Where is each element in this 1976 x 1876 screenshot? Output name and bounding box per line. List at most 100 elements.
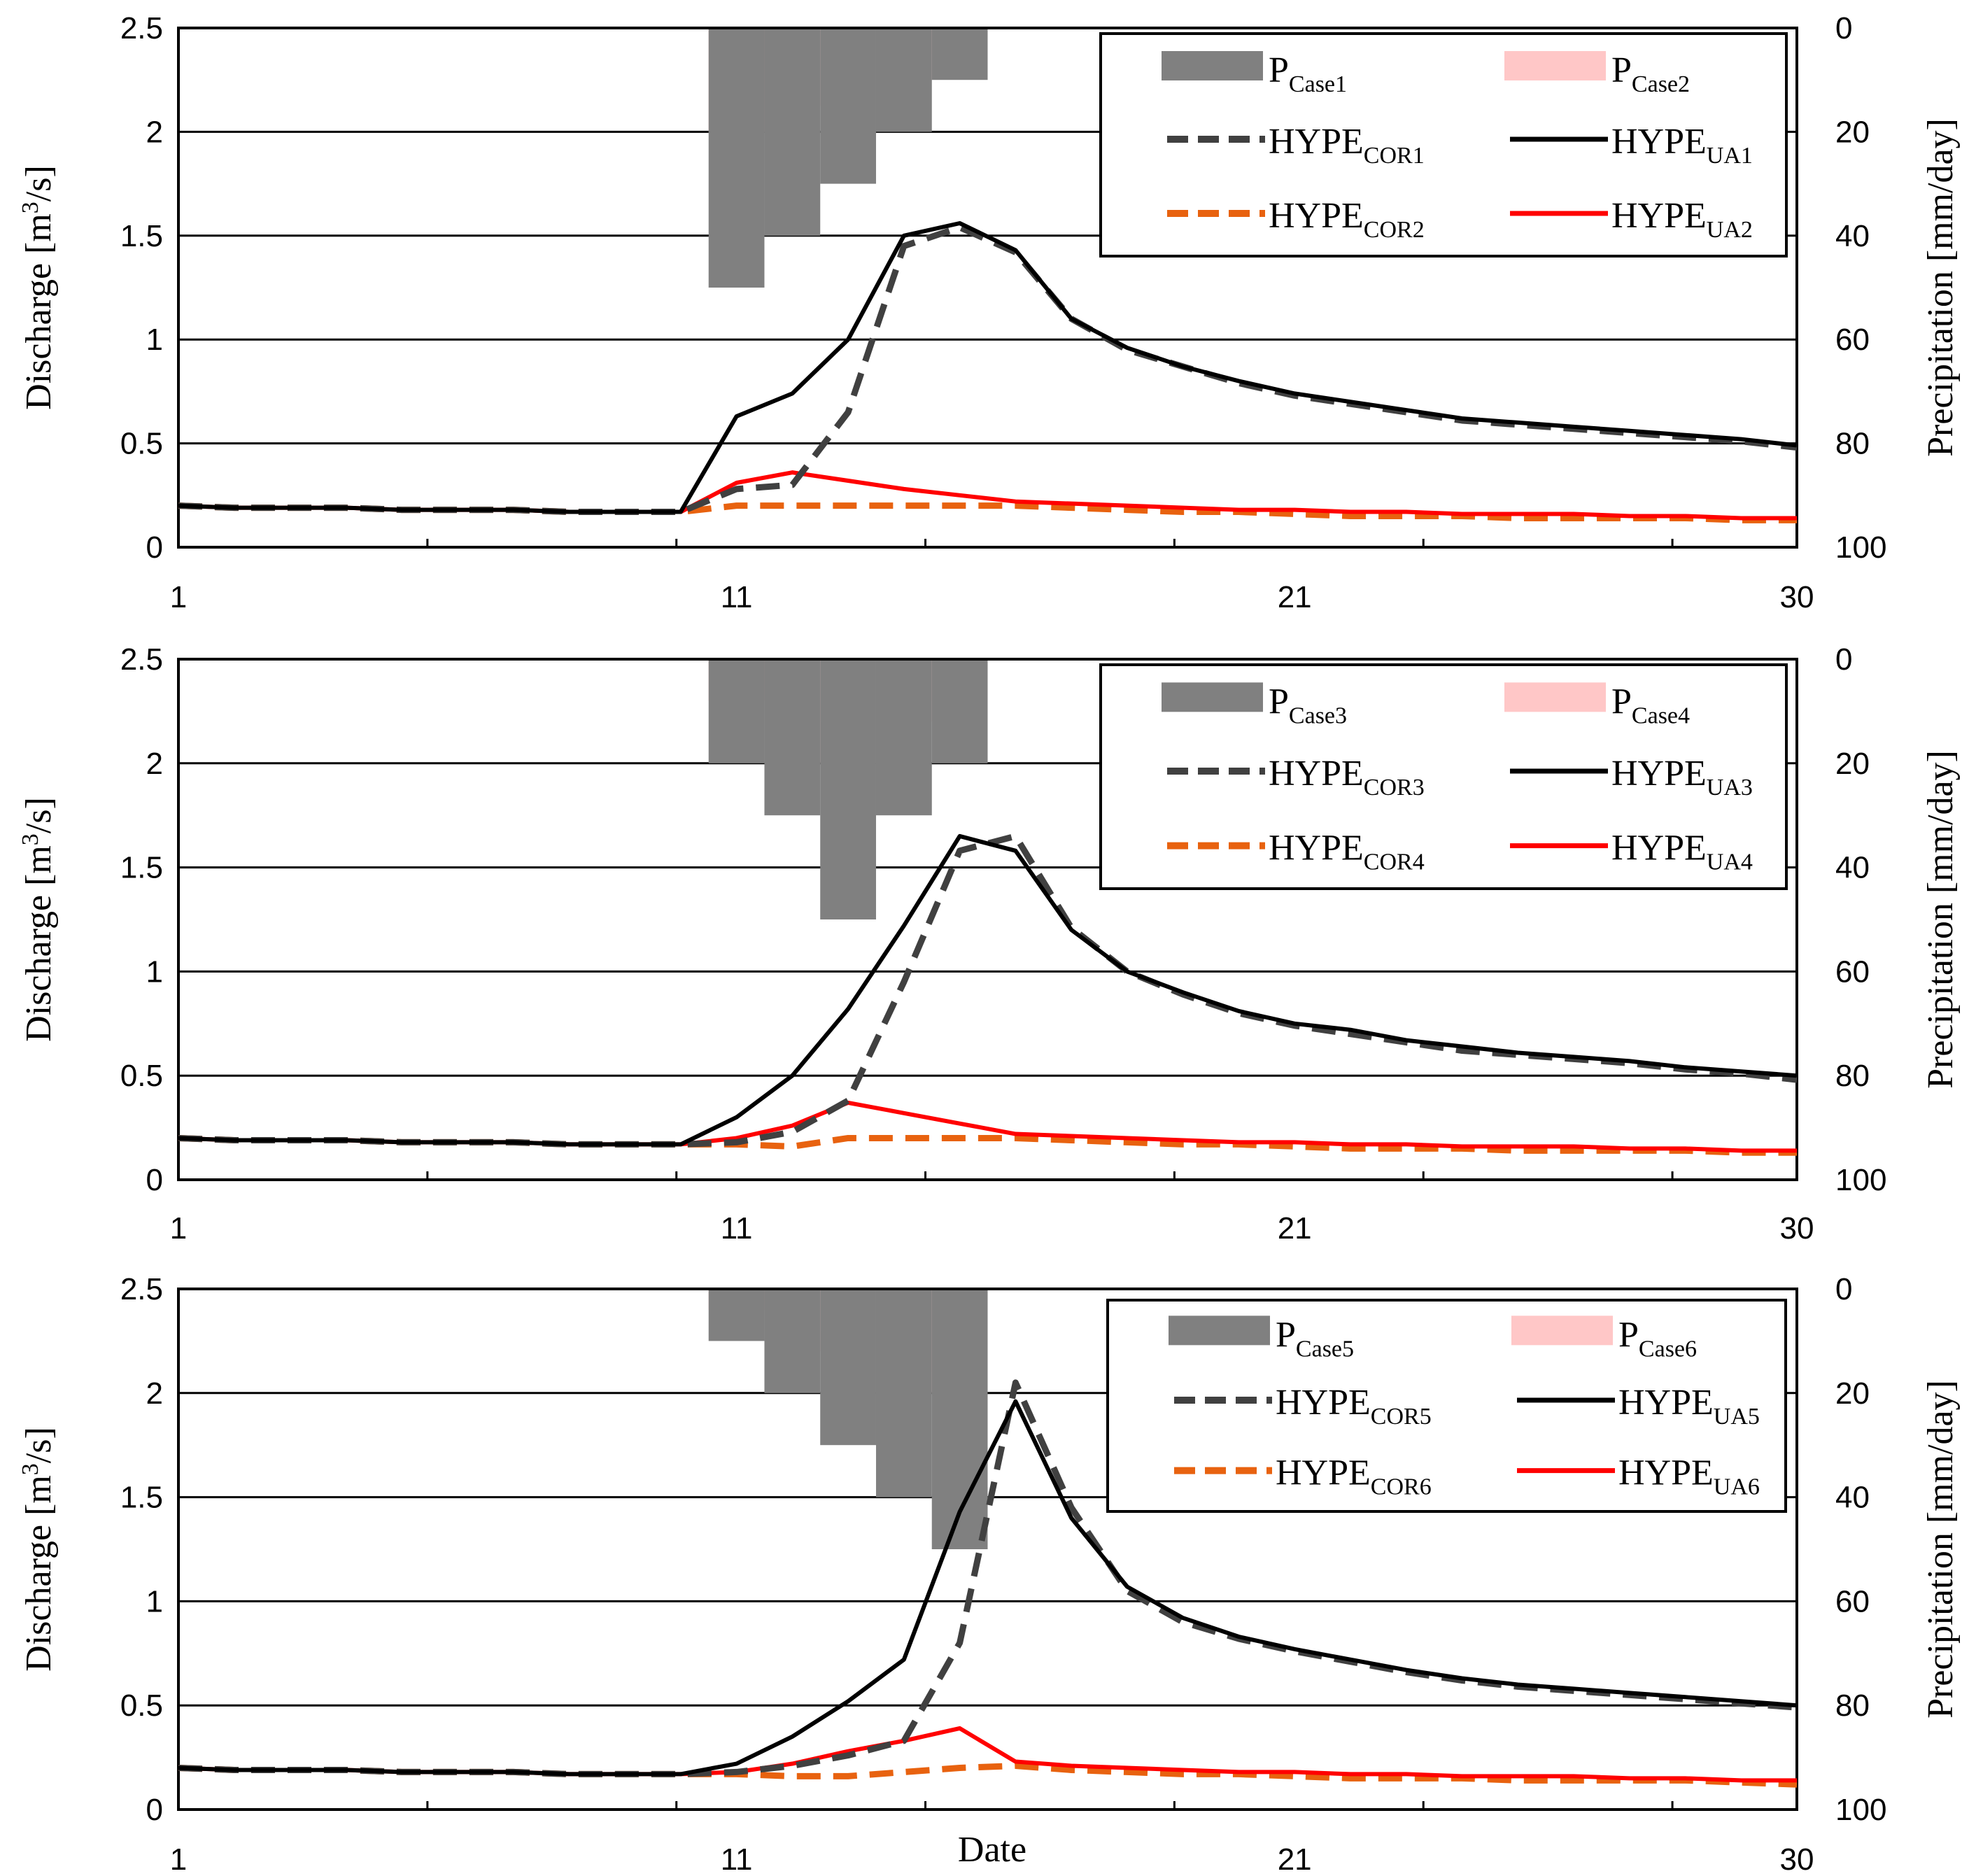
precip-bar-case1 <box>820 28 876 184</box>
y-tick-label: 1.5 <box>120 219 163 253</box>
y2-tick-label: 80 <box>1835 427 1870 461</box>
y2-tick-label: 60 <box>1835 323 1870 357</box>
y2-tick-label: 0 <box>1835 642 1852 677</box>
y2-tick-label: 0 <box>1835 11 1852 45</box>
precip-bar-case3 <box>708 659 765 763</box>
y-tick-label: 2.5 <box>120 11 163 45</box>
series-line-ua3 <box>178 833 1798 1147</box>
legend-label-ua2: HYPEUA2 <box>1611 196 1753 243</box>
y2-tick-label: 60 <box>1835 1584 1870 1618</box>
y2-tick-label: 80 <box>1835 1688 1870 1723</box>
precip-bar-case5 <box>820 1289 876 1446</box>
y-tick-label: 0.5 <box>120 427 163 461</box>
y-tick-label: 1 <box>146 1584 163 1618</box>
y-tick-label: 1 <box>146 323 163 357</box>
precip-bar-case3 <box>764 659 821 816</box>
precip-bar-case5 <box>931 1289 988 1549</box>
precip-bar-case5 <box>875 1289 932 1497</box>
y-tick-label: 0 <box>146 1163 163 1197</box>
y2-tick-label: 40 <box>1835 851 1870 885</box>
y-tick-label: 2.5 <box>120 1272 163 1306</box>
precip-bar-case1 <box>875 28 932 132</box>
legend-label-ua5: HYPEUA5 <box>1618 1383 1760 1430</box>
legend-label-cor3: HYPECOR3 <box>1269 754 1425 801</box>
x-tick-label: 1 <box>170 1211 187 1246</box>
x-tick-label: 30 <box>1780 1211 1814 1246</box>
legend-label-case2: PCase2 <box>1611 50 1690 97</box>
y-tick-label: 2.5 <box>120 642 163 677</box>
legend-label-case6: PCase6 <box>1618 1315 1697 1362</box>
legend-label-case4: PCase4 <box>1611 682 1690 728</box>
legend-swatch-case1 <box>1162 51 1263 80</box>
x-tick-label: 21 <box>1278 580 1312 614</box>
legend: PCase3 PCase4 HYPECOR3 HYPEUA3 HYPECOR4 HYPEU… <box>1099 663 1788 890</box>
y2-tick-label: 80 <box>1835 1059 1870 1093</box>
legend-swatch-case2 <box>1504 51 1606 80</box>
y2-axis-label: Precipitation [mm/day] <box>1921 1380 1961 1719</box>
x-axis-label: Date <box>958 1830 1026 1870</box>
y-axis-label: Discharge [m3/s] <box>17 165 59 410</box>
x-tick-label: 11 <box>721 1842 753 1876</box>
y2-tick-label: 40 <box>1835 1481 1870 1515</box>
legend-label-ua3: HYPEUA3 <box>1611 754 1753 801</box>
x-tick-label: 21 <box>1278 1211 1312 1246</box>
precip-bar-case5 <box>764 1289 821 1393</box>
legend-label-cor1: HYPECOR1 <box>1269 122 1425 169</box>
y-tick-label: 0 <box>146 1793 163 1827</box>
legend-label-ua6: HYPEUA6 <box>1618 1453 1760 1500</box>
y2-tick-label: 20 <box>1835 747 1870 781</box>
legend-swatch-case4 <box>1504 682 1606 712</box>
y2-tick-label: 60 <box>1835 954 1870 989</box>
y-axis-label: Discharge [m3/s] <box>17 797 59 1042</box>
legend-label-case5: PCase5 <box>1276 1315 1354 1362</box>
y-axis-label: Discharge [m3/s] <box>17 1427 59 1672</box>
legend-label-cor5: HYPECOR5 <box>1276 1383 1432 1430</box>
legend-swatch-case3 <box>1162 682 1263 712</box>
y-tick-label: 2 <box>146 115 163 149</box>
precip-bar-case1 <box>708 28 765 288</box>
plot-frame <box>177 658 1798 1181</box>
legend-swatch-case6 <box>1511 1316 1613 1346</box>
plot-frame <box>177 27 1798 549</box>
y2-tick-label: 20 <box>1835 1376 1870 1411</box>
legend-label-cor4: HYPECOR4 <box>1269 828 1425 875</box>
precip-bar-case1 <box>764 28 821 236</box>
x-tick-label: 21 <box>1278 1842 1312 1876</box>
legend-label-cor2: HYPECOR2 <box>1269 196 1425 243</box>
y2-tick-label: 40 <box>1835 219 1870 253</box>
x-tick-label: 11 <box>721 1211 753 1246</box>
x-tick-label: 1 <box>170 580 187 614</box>
legend-label-ua4: HYPEUA4 <box>1611 828 1753 875</box>
y-tick-label: 2 <box>146 747 163 781</box>
series-line-cor1 <box>178 224 1798 516</box>
y-tick-label: 1.5 <box>120 851 163 885</box>
x-tick-label: 1 <box>170 1842 187 1876</box>
x-tick-label: 30 <box>1780 580 1814 614</box>
y-tick-label: 0 <box>146 530 163 565</box>
y-tick-label: 0.5 <box>120 1688 163 1723</box>
y-tick-label: 0.5 <box>120 1059 163 1093</box>
y2-tick-label: 20 <box>1835 115 1870 149</box>
x-tick-label: 11 <box>721 580 753 614</box>
precip-bar-case1 <box>931 28 988 80</box>
legend: PCase5 PCase6 HYPECOR5 HYPEUA5 HYPECOR6 HYPEU… <box>1106 1299 1787 1513</box>
y2-tick-label: 100 <box>1835 530 1886 565</box>
y2-tick-label: 100 <box>1835 1793 1886 1827</box>
y-tick-label: 1.5 <box>120 1481 163 1515</box>
y-tick-label: 1 <box>146 954 163 989</box>
legend-label-case1: PCase1 <box>1269 50 1347 97</box>
y2-axis-label: Precipitation [mm/day] <box>1921 750 1961 1089</box>
y2-tick-label: 0 <box>1835 1272 1852 1306</box>
legend-label-case3: PCase3 <box>1269 682 1347 728</box>
plot-frame <box>177 1288 1798 1811</box>
precip-bar-case3 <box>820 659 876 919</box>
legend-swatch-case5 <box>1169 1316 1270 1346</box>
x-tick-label: 30 <box>1780 1842 1814 1876</box>
legend-label-cor6: HYPECOR6 <box>1276 1453 1432 1500</box>
series-line-ua1 <box>178 220 1798 514</box>
precip-bar-case5 <box>708 1289 765 1341</box>
